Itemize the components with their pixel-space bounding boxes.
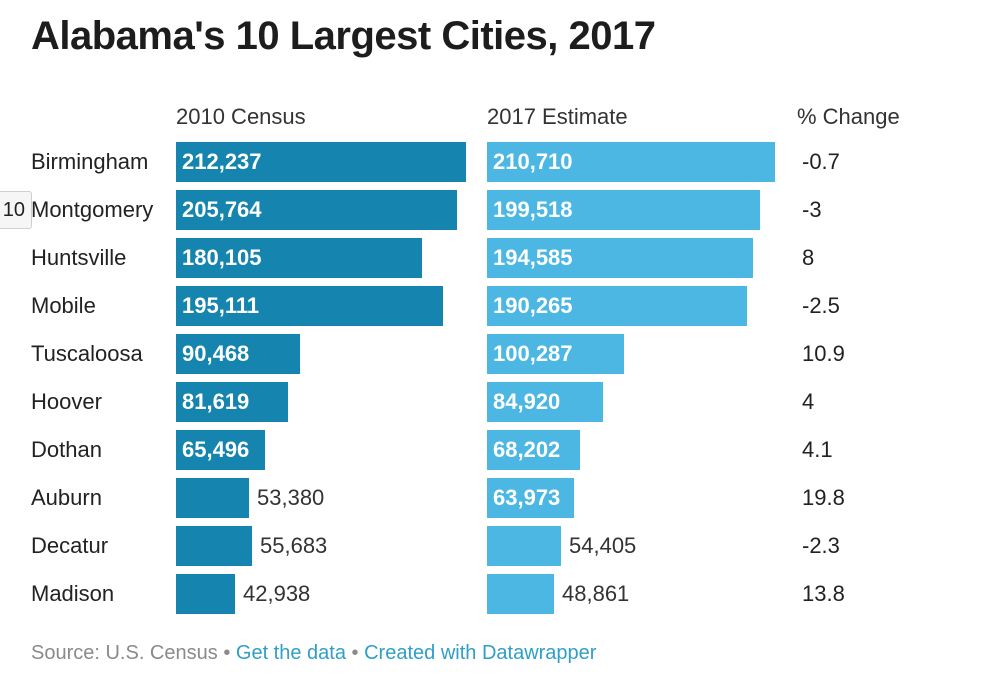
column-header-pct-change: % Change xyxy=(797,104,900,129)
pct-change-value: 4.1 xyxy=(802,437,833,462)
created-with-datawrapper-link[interactable]: Created with Datawrapper xyxy=(364,642,597,664)
bar-2017-estimate xyxy=(487,382,603,422)
bar-2010-census xyxy=(176,238,422,278)
city-label: Dothan xyxy=(31,437,102,462)
value-label-2017-estimate: 48,861 xyxy=(562,581,630,606)
bar-2017-estimate xyxy=(487,142,775,182)
pct-change-value: 8 xyxy=(802,245,815,270)
table-row: Hoover 81,619 84,920 4 xyxy=(0,382,986,422)
value-label-2017-estimate: 63,973 xyxy=(493,485,561,510)
footer-separator: • xyxy=(223,642,231,664)
bar-2017-estimate xyxy=(487,286,747,326)
city-label: Decatur xyxy=(31,533,109,558)
city-label: Montgomery xyxy=(31,197,154,222)
value-label-2010-census: 55,683 xyxy=(260,533,328,558)
city-label: Auburn xyxy=(31,485,102,510)
bar-2010-census xyxy=(176,574,235,614)
value-label-2017-estimate: 210,710 xyxy=(493,149,573,174)
value-label-2010-census: 180,105 xyxy=(182,245,262,270)
bar-2010-census xyxy=(176,430,265,470)
bar-2010-census xyxy=(176,142,466,182)
value-label-2017-estimate: 68,202 xyxy=(493,437,561,462)
value-label-2017-estimate: 84,920 xyxy=(493,389,561,414)
bar-2017-estimate xyxy=(487,478,574,518)
value-label-2010-census: 195,111 xyxy=(182,293,260,318)
get-the-data-link[interactable]: Get the data xyxy=(235,642,346,664)
pct-change-value: 4 xyxy=(802,389,815,414)
table-row: Dothan 65,496 68,202 4.1 xyxy=(0,430,986,470)
chart-title: Alabama's 10 Largest Cities, 2017 xyxy=(31,14,656,58)
column-header-2017-estimate: 2017 Estimate xyxy=(487,104,628,129)
pct-change-value: -0.7 xyxy=(802,149,840,174)
bar-2017-estimate xyxy=(487,238,753,278)
value-label-2010-census: 65,496 xyxy=(182,437,250,462)
chart-footer: Source: U.S. Census • Get the data • Cre… xyxy=(31,642,596,665)
value-label-2010-census: 212,237 xyxy=(182,149,262,174)
city-label: Tuscaloosa xyxy=(31,341,143,366)
pct-change-value: 19.8 xyxy=(802,485,845,510)
bar-2017-estimate xyxy=(487,190,760,230)
value-label-2010-census: 42,938 xyxy=(243,581,311,606)
pct-change-value: 10.9 xyxy=(802,341,845,366)
pct-change-value: -2.3 xyxy=(802,533,840,558)
bar-2010-census xyxy=(176,382,288,422)
value-label-2017-estimate: 190,265 xyxy=(493,293,573,318)
pct-change-value: 13.8 xyxy=(802,581,845,606)
table-row: Decatur 55,683 54,405 -2.3 xyxy=(0,526,986,566)
value-label-2017-estimate: 54,405 xyxy=(569,533,637,558)
table-row: Montgomery 205,764 199,518 -3 xyxy=(0,190,986,230)
city-label: Mobile xyxy=(31,293,96,318)
city-label: Huntsville xyxy=(31,245,127,270)
bar-2017-estimate xyxy=(487,526,561,566)
table-row: Mobile 195,111 190,265 -2.5 xyxy=(0,286,986,326)
value-label-2010-census: 81,619 xyxy=(182,389,250,414)
side-tab[interactable]: 10 xyxy=(0,191,32,229)
bar-2010-census xyxy=(176,478,249,518)
bar-2010-census xyxy=(176,334,300,374)
value-label-2017-estimate: 100,287 xyxy=(493,341,573,366)
table-row: Madison 42,938 48,861 13.8 xyxy=(0,574,986,614)
city-label: Birmingham xyxy=(31,149,149,174)
table-row: Auburn 53,380 63,973 19.8 xyxy=(0,478,986,518)
value-label-2010-census: 90,468 xyxy=(182,341,250,366)
bar-2017-estimate xyxy=(487,574,554,614)
value-label-2017-estimate: 194,585 xyxy=(493,245,573,270)
bar-2010-census xyxy=(176,286,443,326)
bar-2010-census xyxy=(176,526,252,566)
city-label: Hoover xyxy=(31,389,102,414)
table-row: Tuscaloosa 90,468 100,287 10.9 xyxy=(0,334,986,374)
footer-separator: • xyxy=(351,642,359,664)
table-row: Huntsville 180,105 194,585 8 xyxy=(0,238,986,278)
bar-2017-estimate xyxy=(487,430,580,470)
city-label: Madison xyxy=(31,581,115,606)
column-header-2010-census: 2010 Census xyxy=(176,104,306,129)
value-label-2010-census: 53,380 xyxy=(257,485,325,510)
source-label: Source: U.S. Census xyxy=(31,642,218,664)
pct-change-value: -2.5 xyxy=(802,293,840,318)
value-label-2017-estimate: 199,518 xyxy=(493,197,573,222)
pct-change-value: -3 xyxy=(802,197,822,222)
value-label-2010-census: 205,764 xyxy=(182,197,262,222)
table-row: Birmingham 212,237 210,710 -0.7 xyxy=(0,142,986,182)
bar-2010-census xyxy=(176,190,457,230)
bar-2017-estimate xyxy=(487,334,624,374)
